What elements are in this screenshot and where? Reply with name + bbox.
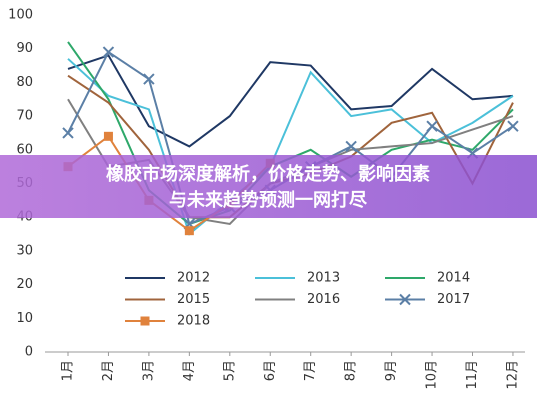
- marker: [184, 226, 194, 236]
- marker: [62, 127, 74, 139]
- y-tick-label: 0: [25, 345, 33, 360]
- marker: [345, 140, 357, 153]
- x-tick-label: 10月: [425, 360, 440, 390]
- x-tick-label: 1月: [61, 360, 76, 381]
- x-tick-label: 9月: [384, 360, 399, 381]
- x-tick-label: 3月: [141, 360, 156, 381]
- banner: [0, 155, 537, 218]
- banner-title: 橡胶市场深度解析，价格走势、影响因素: [106, 163, 430, 185]
- x-tick-label: 11月: [465, 360, 480, 390]
- y-tick-label: 70: [16, 109, 33, 124]
- legend-label: 2014: [437, 271, 470, 286]
- marker: [399, 293, 411, 306]
- y-tick-label: 20: [16, 277, 33, 292]
- legend-label: 2018: [177, 314, 210, 329]
- y-tick-label: 80: [16, 75, 33, 90]
- y-tick-label: 100: [8, 8, 33, 23]
- legend-label: 2012: [177, 271, 210, 286]
- y-tick-label: 60: [16, 142, 33, 157]
- x-tick-label: 5月: [222, 360, 237, 381]
- legend-label: 2016: [307, 292, 340, 307]
- marker: [143, 73, 155, 85]
- x-tick-label: 4月: [182, 360, 197, 381]
- y-tick-label: 90: [16, 41, 33, 56]
- marker: [103, 131, 113, 141]
- y-tick-label: 30: [16, 243, 33, 258]
- marker: [426, 120, 438, 132]
- legend-label: 2015: [177, 292, 210, 307]
- x-tick-label: 12月: [505, 360, 520, 390]
- x-tick-label: 6月: [263, 360, 278, 381]
- line: [67, 54, 514, 148]
- x-tick-label: 8月: [344, 360, 359, 381]
- line: [67, 58, 514, 236]
- legend-label: 2013: [307, 271, 340, 286]
- legend-label: 2017: [437, 292, 470, 307]
- x-tick-label: 2月: [101, 360, 116, 381]
- marker: [507, 120, 519, 132]
- marker: [102, 46, 115, 58]
- marker: [140, 316, 150, 326]
- banner-title: 与未来趋势预测一网打尽: [169, 189, 368, 211]
- x-tick-label: 7月: [303, 360, 318, 381]
- y-tick-label: 10: [16, 311, 33, 326]
